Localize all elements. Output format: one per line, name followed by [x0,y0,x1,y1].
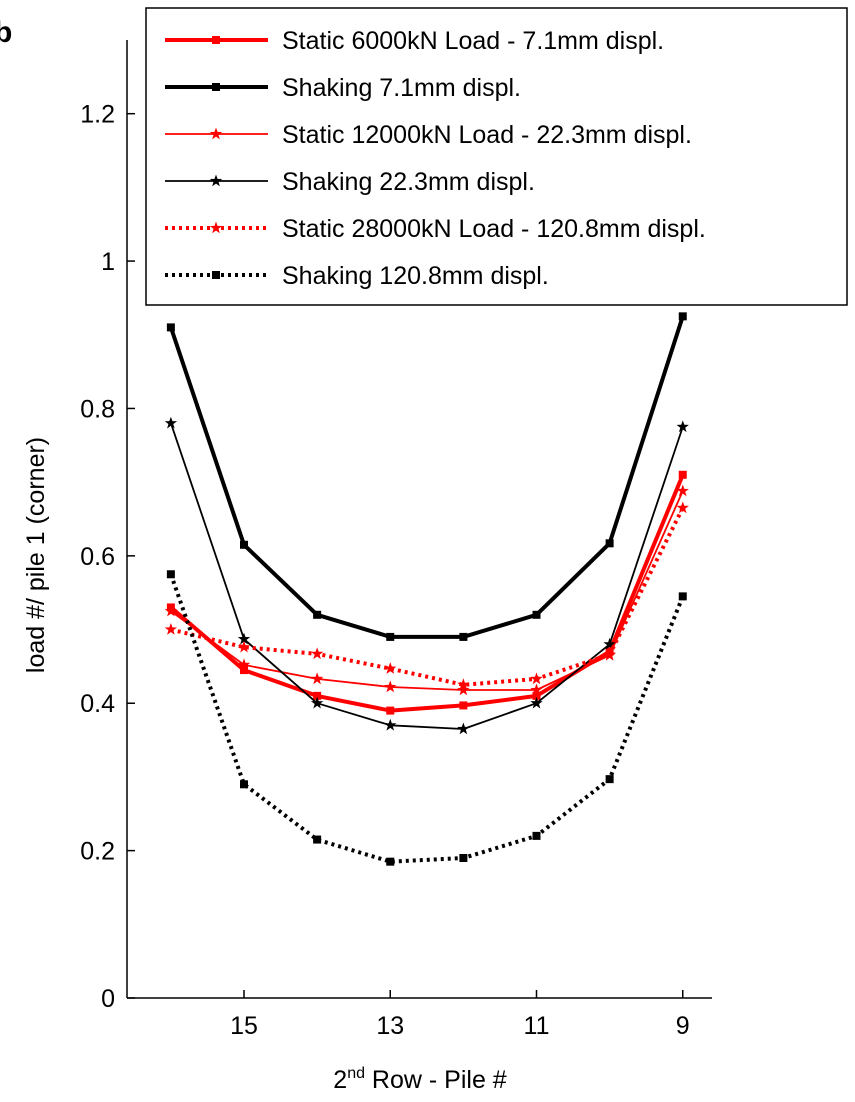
data-point [240,780,248,789]
data-point [310,672,324,685]
data-point [603,637,616,650]
data-point [530,683,543,696]
legend-marker [212,36,220,44]
data-point [532,610,541,619]
legend-item: Shaking 7.1mm displ. [165,74,521,102]
data-point [457,722,470,735]
data-point [530,672,543,685]
series-2 [166,312,687,641]
data-point [164,623,178,635]
data-point [313,610,322,619]
legend-box [145,7,848,306]
legend-item: Static 28000kN Load - 120.8mm displ. [165,215,706,243]
data-point [532,691,541,700]
data-point [164,604,178,617]
data-point [676,484,689,497]
legend-label: Shaking 120.8mm displ. [282,262,549,290]
legend-label: Static 12000kN Load - 22.3mm displ. [282,121,692,149]
data-point [310,696,324,709]
y-axis-label: load #/ pile 1 (corner) [22,437,50,673]
data-point [237,658,251,671]
data-point [384,662,397,674]
legend-label: Static 6000kN Load - 7.1mm displ. [282,27,664,55]
y-tick-label: 0 [101,985,115,1013]
series-line [170,507,685,687]
x-tick-label: 11 [524,1012,550,1040]
data-point [384,718,397,731]
legend-marker [212,271,220,279]
data-point [166,323,175,332]
y-tick-label: 0.8 [80,395,115,423]
data-point [532,831,541,840]
legend-item: Shaking 22.3mm displ. [165,168,535,196]
legend-label: Shaking 22.3mm displ. [282,168,535,196]
data-point [676,420,689,433]
data-point [457,678,470,691]
series-3 [164,484,689,696]
data-point [313,835,322,844]
data-point [457,683,470,696]
legend-marker [212,83,220,91]
series-line [170,490,684,691]
series-6 [166,570,687,866]
x-tick-label: 13 [376,1012,404,1040]
series-line [169,315,685,639]
data-point [459,632,468,641]
data-point [240,540,248,549]
data-point [678,312,687,321]
series-5 [164,501,689,691]
data-point [678,592,687,601]
data-point [384,680,397,693]
data-point [166,570,175,579]
y-tick-label: 0.4 [80,690,115,718]
plot-area [164,312,689,866]
data-point [310,647,324,660]
legend-marker [209,221,223,234]
legend-marker [209,174,223,187]
series-line [169,573,685,864]
data-point [313,691,322,700]
data-point [459,853,468,862]
series-line [170,422,684,730]
data-point [676,501,689,514]
legend-item: Static 12000kN Load - 22.3mm displ. [165,121,692,149]
x-tick-label: 15 [230,1012,258,1040]
legend-item: Shaking 120.8mm displ. [165,262,549,290]
legend: Static 6000kN Load - 7.1mm displ. Shaking… [145,7,848,306]
y-tick-label: 0.6 [80,543,115,571]
data-point [530,696,543,709]
data-point [605,775,614,784]
legend-label: Static 28000kN Load - 120.8mm displ. [282,215,706,243]
data-point [164,416,178,429]
legend-marker [209,127,223,140]
x-axis-label: 2nd Row - Pile # [333,1065,507,1094]
axes: 0 0.2 0.4 0.6 0.8 1 1.2 15 13 11 9 [80,40,712,1040]
data-point [678,470,687,479]
data-point [386,632,395,641]
y-tick-label: 1 [101,248,115,276]
data-point [459,701,468,710]
y-tick-label: 1.2 [80,101,115,129]
y-tick-label: 0.2 [80,838,115,866]
data-point [603,648,616,660]
data-point [605,539,614,548]
data-point [237,632,251,645]
legend-label: Shaking 7.1mm displ. [282,74,521,102]
legend-item: Static 6000kN Load - 7.1mm displ. [165,27,664,55]
data-point [240,666,248,675]
data-point [237,640,251,653]
series-4 [164,416,689,735]
panel-label: b [0,16,12,49]
data-point [386,857,395,866]
x-tick-label: 9 [676,1012,690,1040]
data-point [386,706,395,715]
